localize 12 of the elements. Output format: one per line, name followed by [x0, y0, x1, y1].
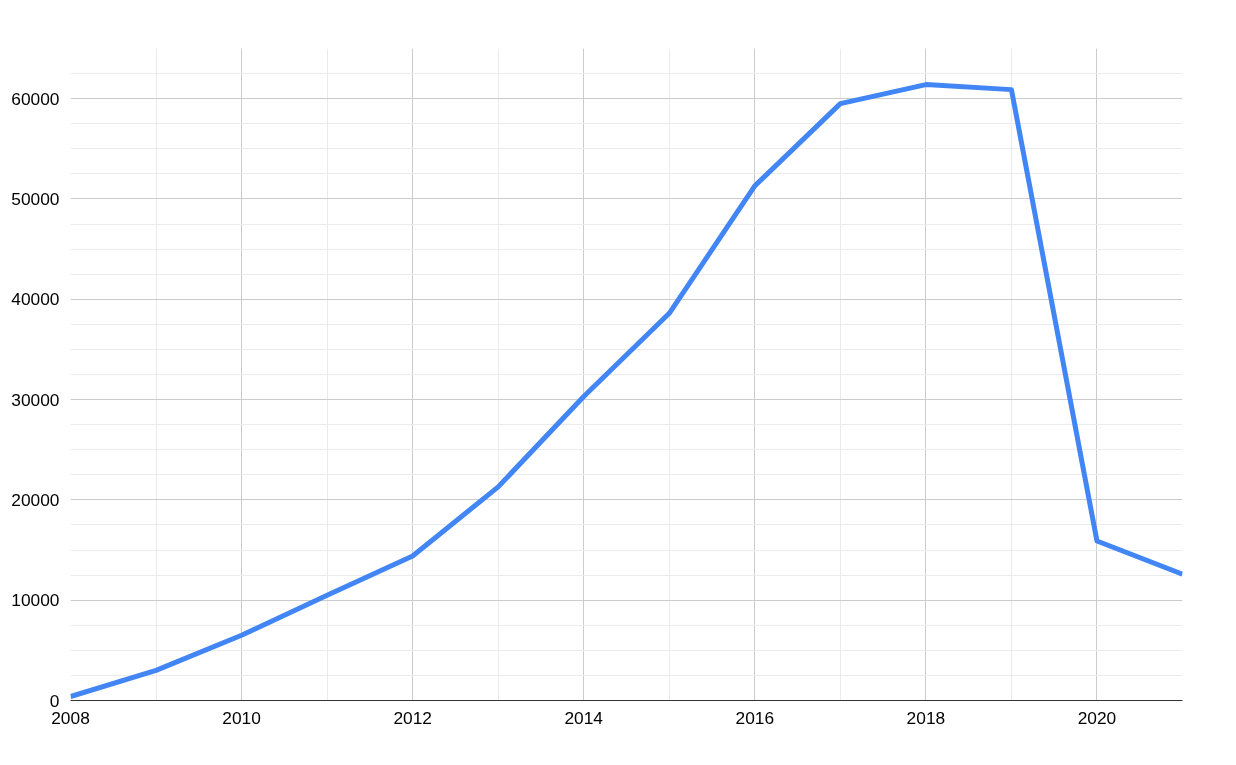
- y-tick-label: 50000: [11, 188, 60, 209]
- x-tick-label: 2014: [564, 707, 604, 728]
- x-tick-label: 2012: [393, 707, 432, 728]
- y-tick-label: 10000: [11, 590, 60, 611]
- y-tick-label: 40000: [11, 289, 60, 310]
- x-tick-label: 2018: [906, 707, 946, 728]
- x-tick-label: 2010: [222, 707, 261, 728]
- x-tick-label: 2020: [1077, 707, 1117, 728]
- y-tick-label: 30000: [11, 389, 60, 410]
- y-tick-label: 60000: [11, 88, 60, 109]
- x-tick-label: 2016: [735, 707, 775, 728]
- y-tick-label: 20000: [11, 489, 60, 510]
